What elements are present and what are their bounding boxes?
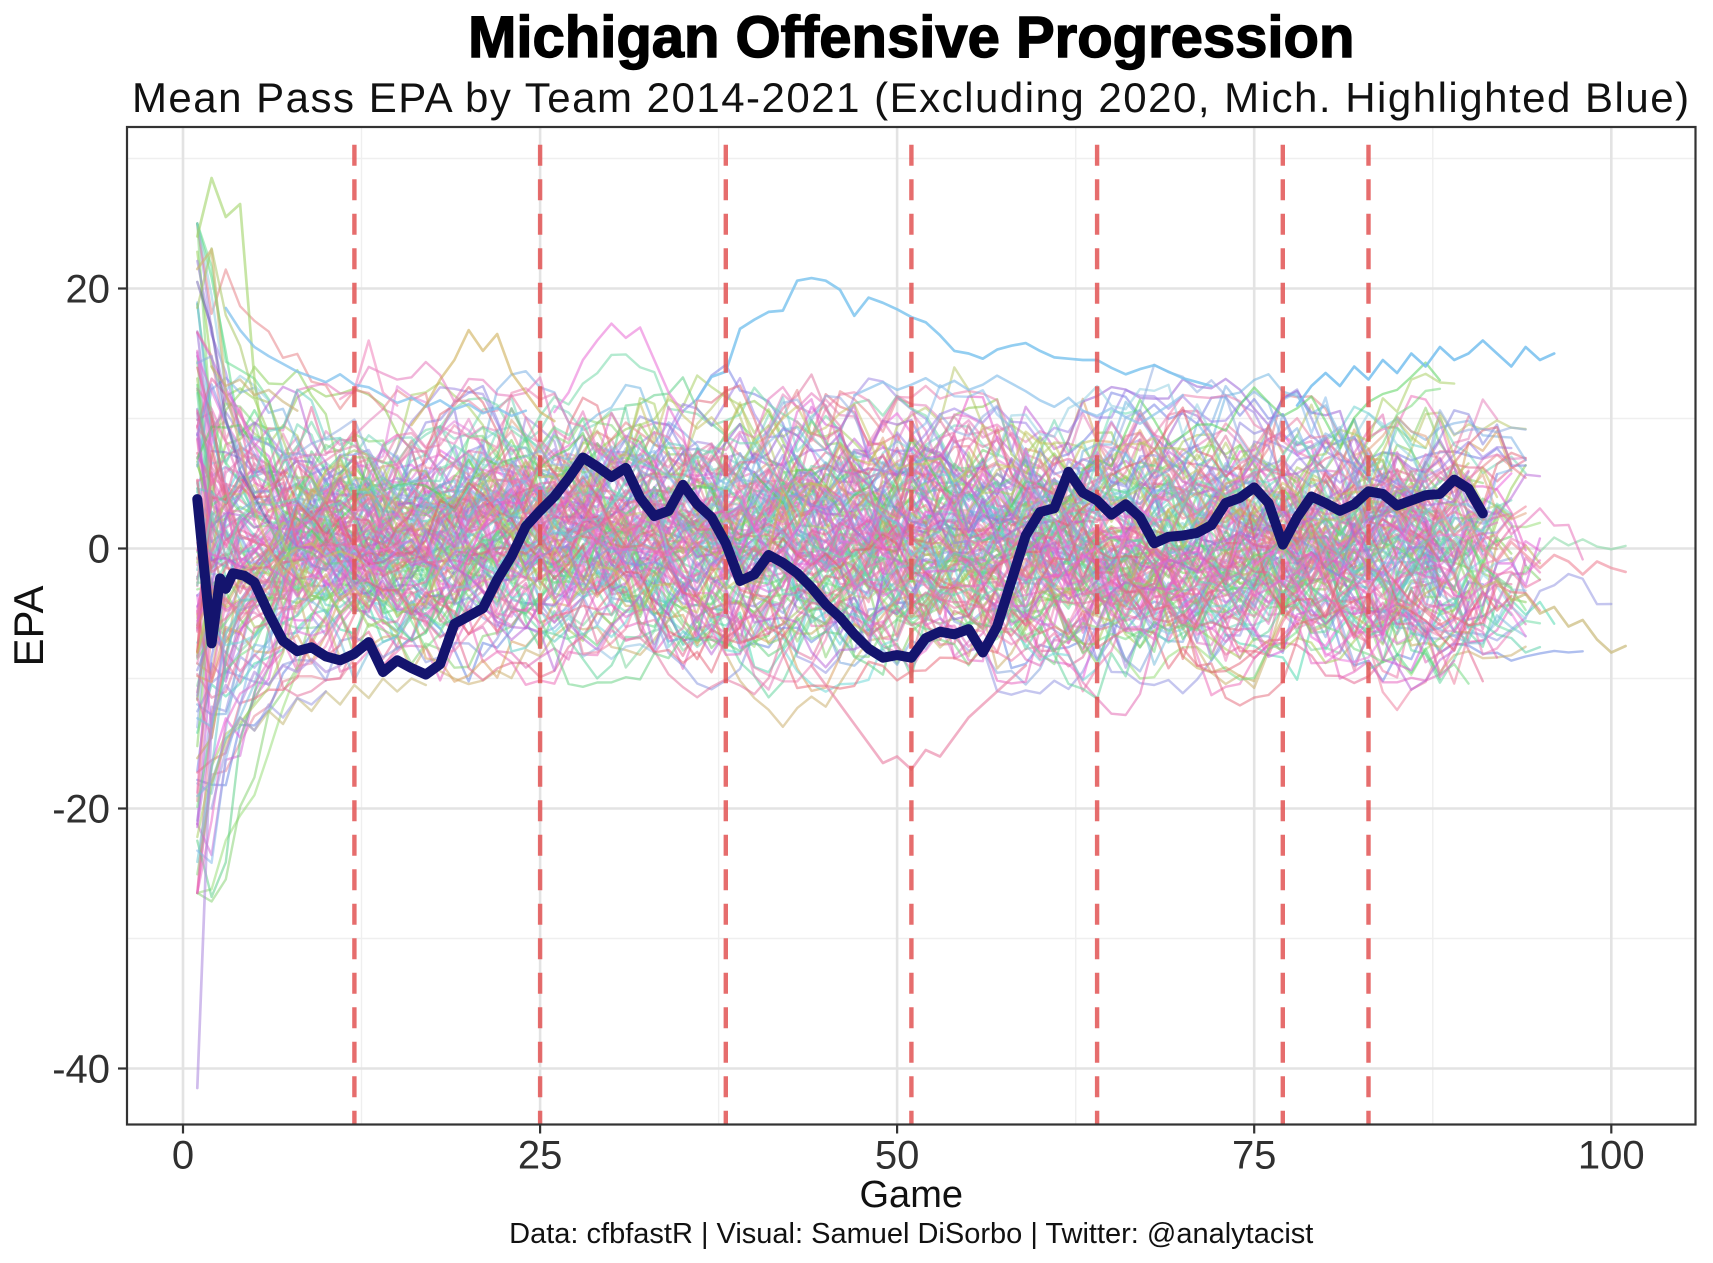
- svg-text:25: 25: [518, 1134, 563, 1178]
- svg-text:100: 100: [1578, 1134, 1645, 1178]
- svg-text:0: 0: [88, 528, 110, 572]
- svg-text:Game: Game: [860, 1174, 963, 1216]
- svg-text:75: 75: [1232, 1134, 1277, 1178]
- svg-text:50: 50: [875, 1134, 920, 1178]
- svg-text:EPA: EPA: [5, 586, 52, 667]
- svg-text:0: 0: [172, 1134, 194, 1178]
- svg-text:-20: -20: [52, 788, 110, 832]
- svg-text:Data: cfbfastR | Visual: Samue: Data: cfbfastR | Visual: Samuel DiSorbo …: [509, 1218, 1313, 1250]
- svg-text:-40: -40: [52, 1048, 110, 1092]
- svg-text:Michigan Offensive Progression: Michigan Offensive Progression: [468, 5, 1354, 70]
- svg-text:Mean Pass EPA by Team 2014-202: Mean Pass EPA by Team 2014-2021 (Excludi…: [132, 74, 1691, 121]
- svg-text:20: 20: [66, 268, 111, 312]
